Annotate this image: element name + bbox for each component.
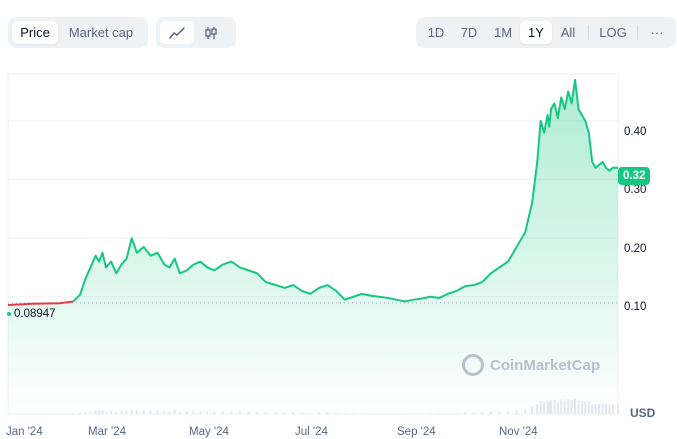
y-tick-label: 0.40 xyxy=(624,126,647,138)
start-price-label: 0.08947 xyxy=(7,308,56,320)
coinmarketcap-logo-icon xyxy=(462,354,484,376)
tab-price[interactable]: Price xyxy=(12,21,58,44)
x-tick-label: Sep '24 xyxy=(397,426,436,438)
toolbar-divider xyxy=(588,25,589,40)
currency-label: USD xyxy=(630,406,656,420)
tab-market-cap[interactable]: Market cap xyxy=(68,25,134,40)
price-line-down xyxy=(7,300,74,306)
price-line xyxy=(72,78,618,303)
watermark: CoinMarketCap xyxy=(462,354,600,376)
line-chart-icon[interactable] xyxy=(160,21,194,44)
range-1d[interactable]: 1D xyxy=(427,25,445,40)
range-all[interactable]: All xyxy=(560,25,576,40)
y-tick-label: 0.30 xyxy=(624,184,647,196)
y-tick-label: 0.20 xyxy=(624,243,647,255)
chart-type-toggle xyxy=(156,17,236,48)
watermark-text: CoinMarketCap xyxy=(490,356,601,374)
range-selector: 1D 7D 1M 1Y All LOG ··· xyxy=(416,17,676,48)
range-1m[interactable]: 1M xyxy=(493,25,513,40)
x-tick-label: Nov '24 xyxy=(499,426,538,438)
more-options-icon[interactable]: ··· xyxy=(650,25,664,40)
range-1y[interactable]: 1Y xyxy=(520,21,552,44)
x-tick-label: Mar '24 xyxy=(88,426,126,438)
price-area xyxy=(8,79,618,415)
x-tick-label: Jul '24 xyxy=(295,426,328,438)
range-7d[interactable]: 7D xyxy=(460,25,478,40)
y-tick-label: 0.10 xyxy=(624,301,647,313)
toolbar-divider xyxy=(637,25,638,40)
candlestick-icon[interactable] xyxy=(194,21,228,44)
current-price-badge: 0.32 xyxy=(618,167,651,185)
log-scale-button[interactable]: LOG xyxy=(599,25,627,40)
metric-toggle: Price Market cap xyxy=(8,17,148,48)
x-tick-label: May '24 xyxy=(189,426,229,438)
x-tick-label: Jan '24 xyxy=(6,426,43,438)
